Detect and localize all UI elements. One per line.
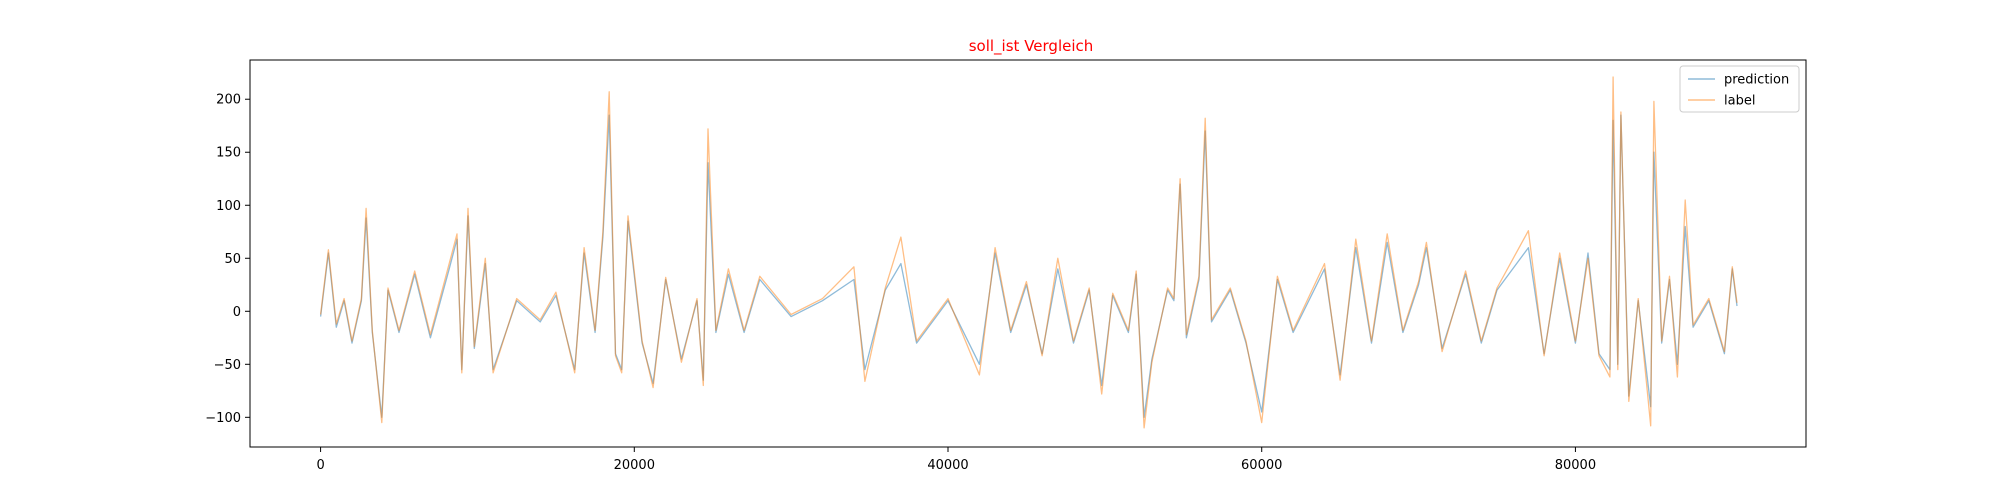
legend: prediction label [1679, 65, 1800, 113]
y-tick-label: 200 [216, 93, 241, 108]
y-tick-label: 100 [216, 199, 241, 214]
y-tick-label: 150 [216, 146, 241, 161]
y-axis: −100 −50 0 50 100 150 200 [205, 93, 250, 426]
chart-title: soll_ist Vergleich [969, 37, 1094, 56]
axes-frame [249, 59, 1807, 448]
x-tick-label: 40000 [927, 458, 968, 473]
legend-label-prediction: prediction [1724, 73, 1789, 88]
x-tick-label: 60000 [1241, 458, 1282, 473]
y-tick-label: −50 [214, 358, 241, 373]
x-tick-label: 20000 [614, 458, 655, 473]
y-tick-label: 0 [233, 305, 241, 320]
series-line-label [319, 76, 1738, 429]
x-tick-label: 80000 [1555, 458, 1596, 473]
y-tick-label: 50 [224, 252, 241, 267]
x-tick-label: 0 [316, 458, 324, 473]
plot-area [319, 76, 1738, 429]
legend-label-label: label [1724, 94, 1755, 109]
y-tick-label: −100 [205, 411, 241, 426]
x-axis: 0 20000 40000 60000 80000 [316, 447, 1596, 473]
